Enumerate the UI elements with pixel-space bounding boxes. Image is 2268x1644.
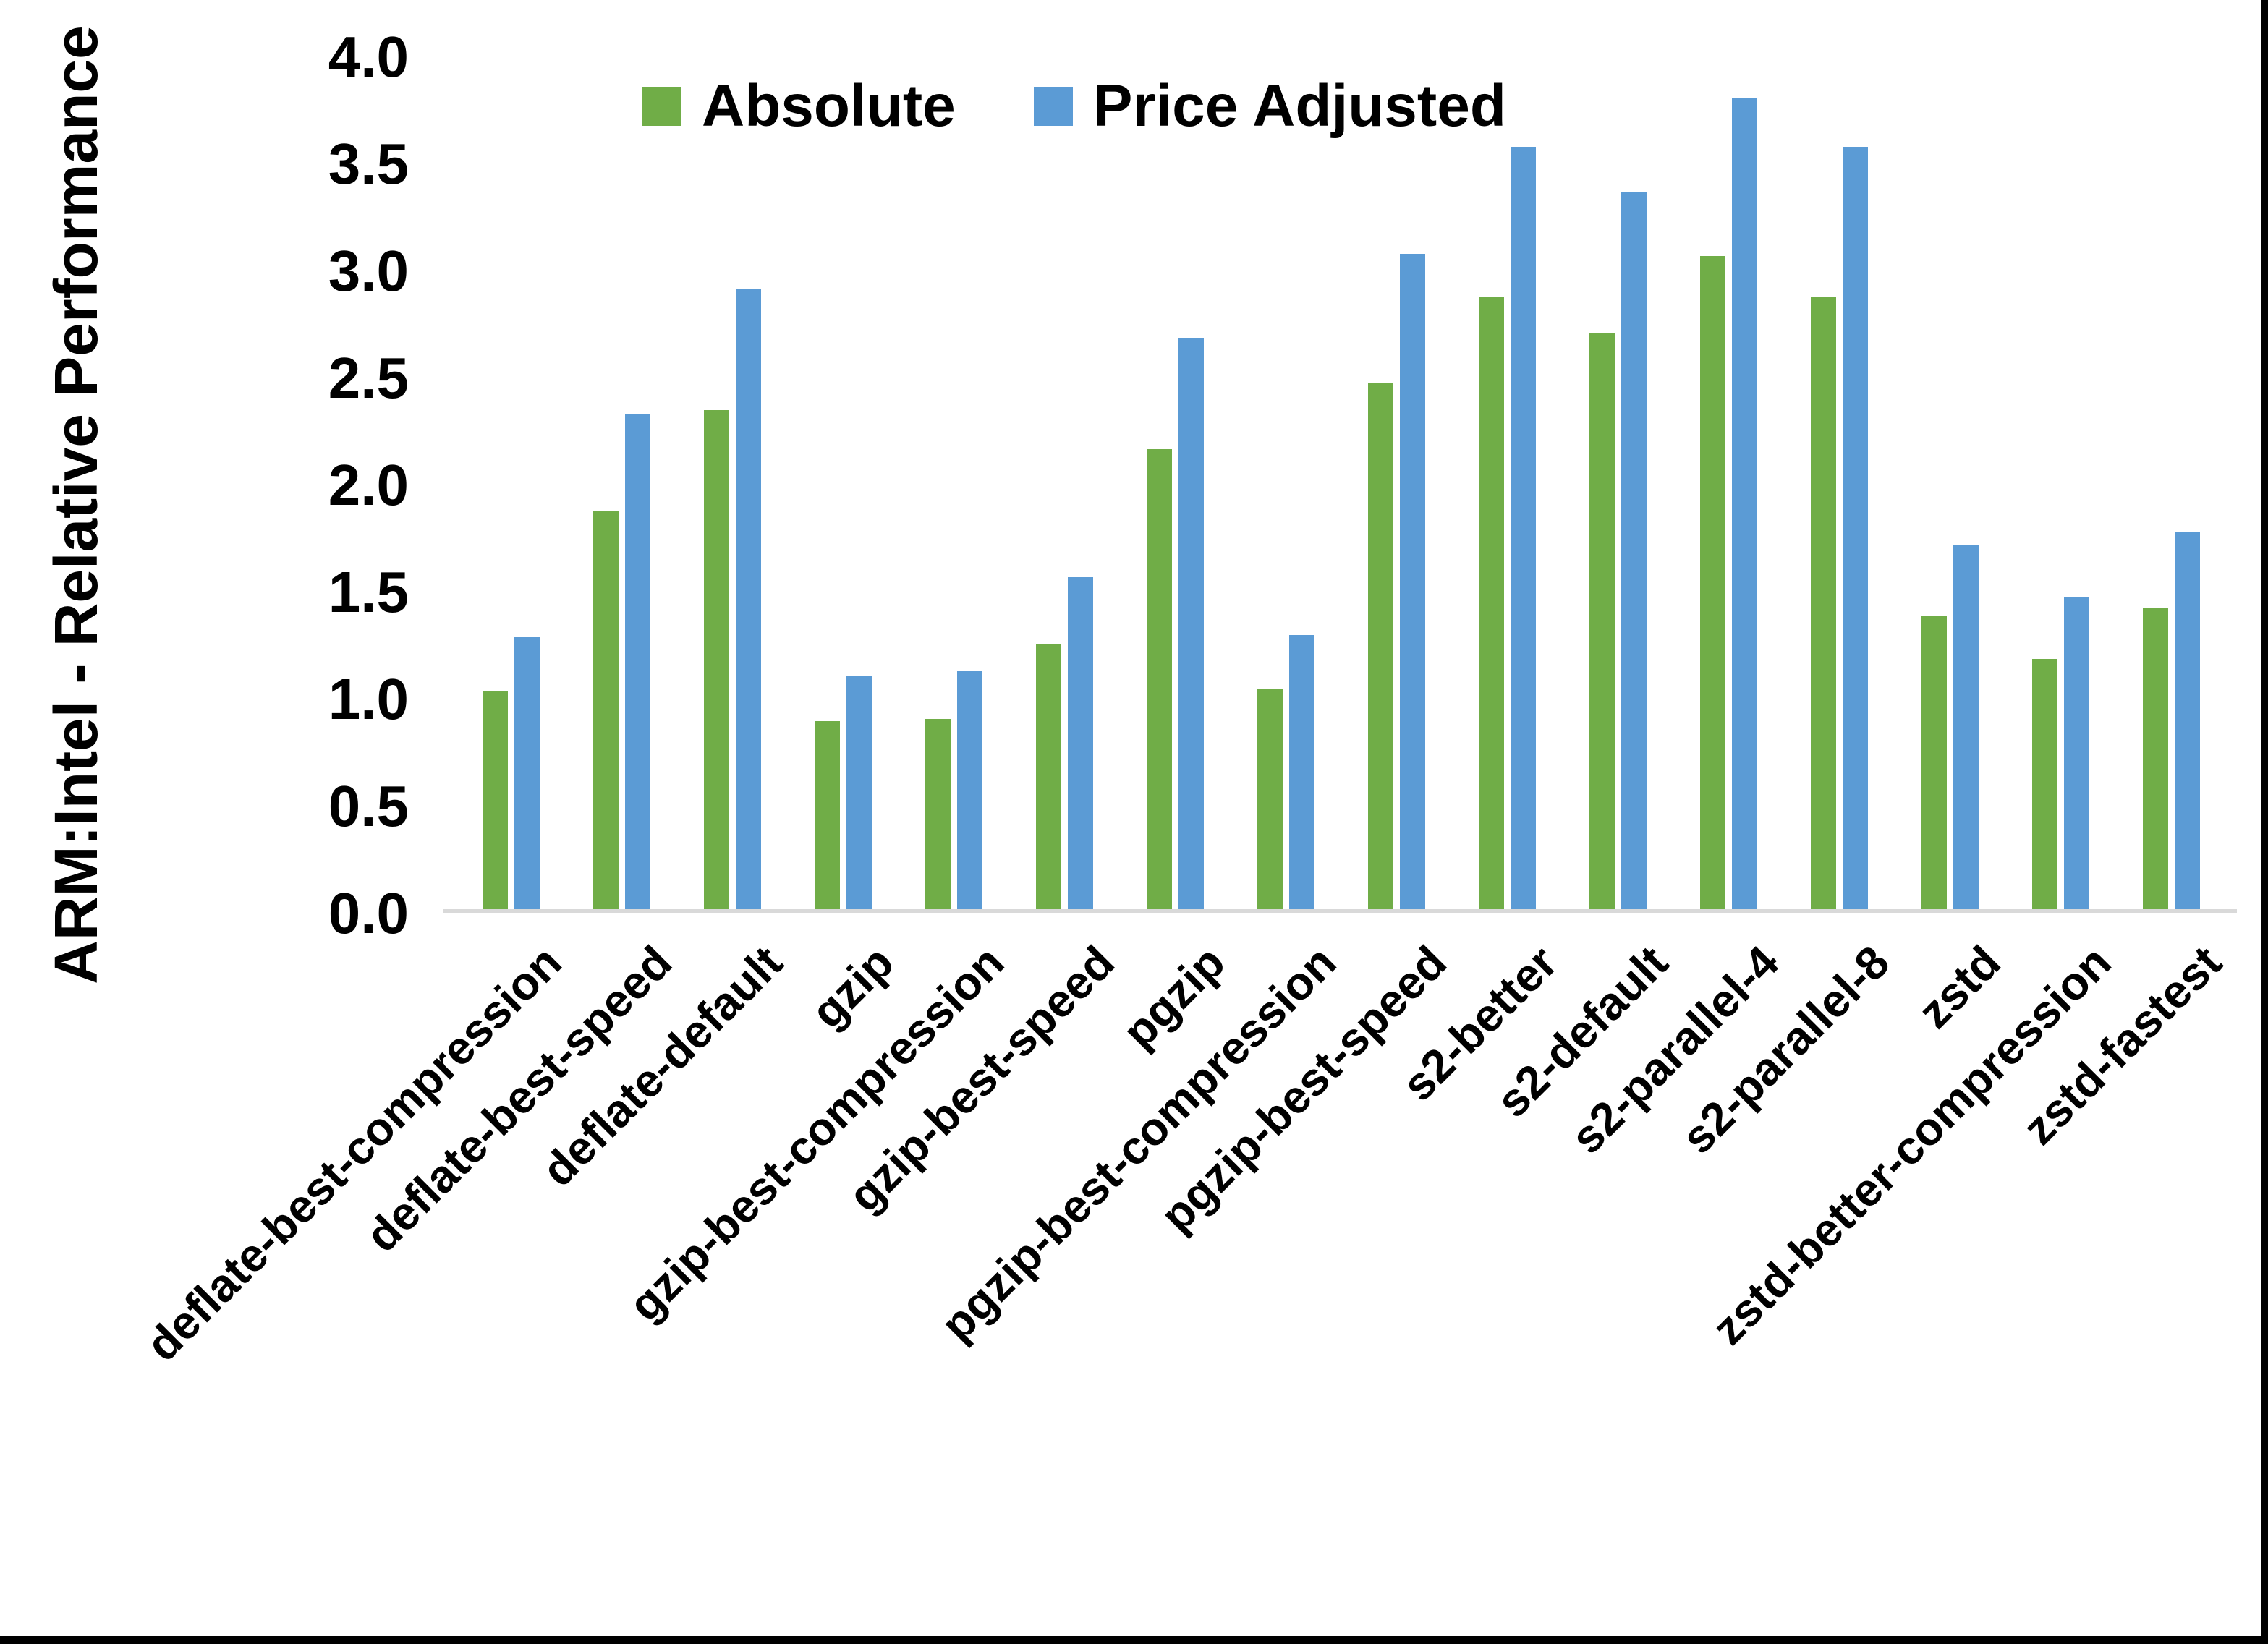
bar-price-adjusted-s2-parallel-4 xyxy=(1732,98,1757,909)
legend-item-price-adjusted: Price Adjusted xyxy=(1033,72,1506,140)
bar-price-adjusted-s2-better xyxy=(1511,147,1536,909)
bar-price-adjusted-zstd-better-compression xyxy=(2064,597,2089,909)
window-border-right xyxy=(2261,0,2268,1644)
bar-price-adjusted-s2-parallel-8 xyxy=(1843,147,1868,909)
legend-swatch-absolute xyxy=(642,87,681,126)
bar-absolute-s2-parallel-8 xyxy=(1811,297,1836,909)
y-tick-label-4.0: 4.0 xyxy=(328,25,409,89)
legend: Absolute Price Adjusted xyxy=(642,72,1506,140)
bar-price-adjusted-s2-default xyxy=(1621,192,1647,909)
bar-absolute-deflate-default xyxy=(704,410,729,909)
bar-absolute-gzip-best-compression xyxy=(925,719,951,909)
y-axis-title: ARM:Intel - Relative Performance xyxy=(42,25,110,984)
legend-label-absolute: Absolute xyxy=(702,73,956,139)
x-tick-label-gzip: gzip xyxy=(800,935,904,1039)
bar-price-adjusted-gzip xyxy=(846,676,872,909)
legend-label-price-adjusted: Price Adjusted xyxy=(1092,73,1506,139)
x-axis-line xyxy=(443,909,2237,913)
bar-absolute-zstd-fastest xyxy=(2143,608,2168,909)
y-tick-label-1.0: 1.0 xyxy=(328,667,409,731)
y-tick-label-0.5: 0.5 xyxy=(328,774,409,838)
x-tick-label-zstd: zstd xyxy=(1907,935,2010,1039)
bar-absolute-s2-parallel-4 xyxy=(1700,256,1725,909)
bar-price-adjusted-gzip-best-speed xyxy=(1068,577,1093,909)
bar-absolute-pgzip xyxy=(1147,449,1172,909)
bar-price-adjusted-zstd-fastest xyxy=(2175,532,2200,909)
bar-absolute-zstd xyxy=(1921,616,1947,909)
bar-price-adjusted-zstd xyxy=(1953,545,1979,909)
bar-price-adjusted-deflate-best-speed xyxy=(625,414,650,909)
x-tick-label-deflate-best-compression: deflate-best-compression xyxy=(135,935,572,1371)
bar-price-adjusted-gzip-best-compression xyxy=(957,671,982,909)
bar-price-adjusted-deflate-default xyxy=(736,289,761,909)
bar-absolute-gzip-best-speed xyxy=(1036,644,1061,909)
bar-absolute-zstd-better-compression xyxy=(2032,659,2057,909)
legend-item-absolute: Absolute xyxy=(642,72,956,140)
bar-absolute-pgzip-best-speed xyxy=(1368,383,1393,909)
bar-absolute-s2-default xyxy=(1589,333,1615,909)
bar-price-adjusted-pgzip-best-compression xyxy=(1289,635,1314,909)
y-tick-label-0.0: 0.0 xyxy=(328,881,409,945)
bar-absolute-s2-better xyxy=(1479,297,1504,909)
bar-price-adjusted-deflate-best-compression xyxy=(514,637,540,909)
y-tick-label-2.0: 2.0 xyxy=(328,453,409,517)
y-tick-label-1.5: 1.5 xyxy=(328,560,409,624)
bar-absolute-deflate-best-speed xyxy=(593,511,619,909)
bar-price-adjusted-pgzip xyxy=(1178,338,1204,909)
bar-absolute-pgzip-best-compression xyxy=(1257,689,1283,909)
y-tick-label-3.5: 3.5 xyxy=(328,132,409,196)
y-tick-label-2.5: 2.5 xyxy=(328,346,409,410)
legend-swatch-price-adjusted xyxy=(1033,87,1073,126)
window-border-bottom xyxy=(0,1636,2268,1644)
bar-absolute-deflate-best-compression xyxy=(483,691,508,909)
bar-price-adjusted-pgzip-best-speed xyxy=(1400,254,1425,909)
bar-absolute-gzip xyxy=(815,721,840,909)
y-tick-label-3.0: 3.0 xyxy=(328,239,409,303)
